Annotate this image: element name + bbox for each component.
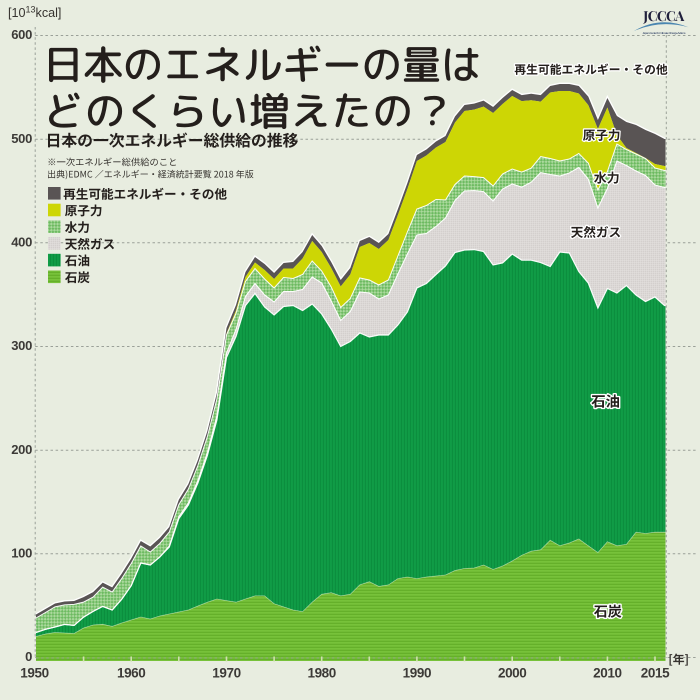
svg-text:1950: 1950	[20, 666, 48, 681]
svg-text:[1013kcal]: [1013kcal]	[8, 5, 61, 20]
svg-text:1990: 1990	[403, 666, 431, 681]
svg-text:2010: 2010	[593, 666, 621, 681]
svg-text:1970: 1970	[212, 666, 240, 681]
svg-text:1980: 1980	[307, 666, 335, 681]
svg-text:500: 500	[11, 131, 32, 146]
svg-text:400: 400	[11, 235, 32, 250]
svg-text:2015: 2015	[641, 666, 670, 681]
svg-text:Japan Center for Climate Chang: Japan Center for Climate Change Actions	[643, 31, 686, 35]
svg-text:100: 100	[11, 546, 32, 561]
svg-text:1960: 1960	[117, 666, 145, 681]
svg-text:300: 300	[11, 338, 32, 353]
svg-text:200: 200	[11, 442, 32, 457]
svg-text:0: 0	[25, 649, 32, 664]
svg-text:2000: 2000	[498, 666, 526, 681]
svg-text:600: 600	[11, 27, 32, 42]
